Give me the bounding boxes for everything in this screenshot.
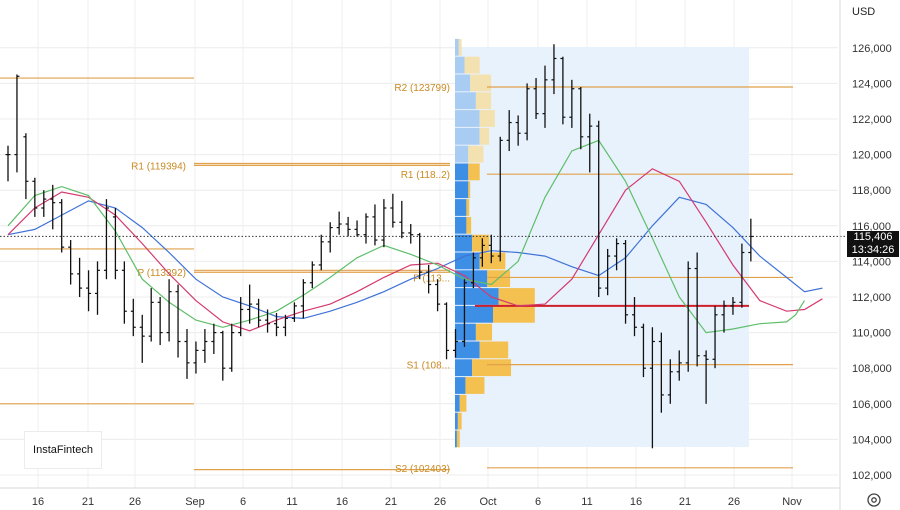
level-label: S2 (102403)	[395, 464, 450, 475]
volume-bar-sell	[498, 288, 535, 305]
x-tick-label: 26	[129, 496, 141, 508]
volume-bar-buy	[455, 234, 473, 252]
volume-bar-buy	[455, 288, 499, 305]
volume-bar-sell	[479, 127, 490, 145]
volume-bar-buy	[455, 305, 493, 323]
volume-bar-sell	[493, 305, 535, 323]
volume-bar-buy	[455, 412, 458, 430]
brand-logo: InstaFintech	[24, 431, 102, 469]
y-tick-label: 122,000	[852, 114, 892, 126]
volume-bar-buy	[455, 127, 480, 145]
x-tick-label: 21	[385, 496, 397, 508]
volume-bar-buy	[455, 199, 467, 216]
volume-bar-sell	[457, 412, 462, 430]
x-tick-label: 11	[581, 496, 592, 508]
y-tick-label: 112,000	[852, 292, 891, 304]
y-tick-label: 126,000	[852, 43, 892, 55]
y-tick-label: 102,000	[852, 470, 892, 482]
volume-bar-sell	[459, 394, 467, 412]
volume-bar-sell	[468, 181, 471, 199]
level-label: R2 (123799)	[394, 83, 450, 94]
x-tick-label: 6	[240, 496, 246, 508]
y-tick-label: 108,000	[852, 363, 892, 375]
y-tick-label: 106,000	[852, 399, 892, 411]
bar-countdown: 13:34:26	[851, 244, 895, 256]
moving-averages	[7, 139, 823, 334]
moving-average-blue	[7, 196, 823, 320]
current-price-badge: 115,406 13:34:26	[847, 231, 899, 257]
profile-background	[455, 47, 749, 447]
volume-bar-sell	[456, 430, 460, 448]
volume-bar-buy	[455, 110, 480, 127]
volume-bar-buy	[455, 216, 467, 234]
level-label: P (113392)	[137, 268, 186, 279]
volume-bar-sell	[479, 110, 495, 127]
y-tick-label: 124,000	[852, 78, 892, 90]
volume-bar-sell	[472, 359, 512, 377]
volume-bar-buy	[455, 38, 459, 56]
volume-profile	[455, 38, 535, 448]
volume-bar-sell	[468, 145, 484, 163]
volume-bar-sell	[479, 341, 509, 359]
volume-bar-buy	[455, 145, 469, 163]
x-tick-label: 6	[535, 496, 541, 508]
gear-icon[interactable]	[866, 492, 882, 508]
y-tick-label: 110,000	[852, 328, 891, 340]
volume-profile-region	[455, 47, 749, 447]
volume-bar-buy	[455, 430, 457, 448]
volume-bar-buy	[455, 74, 471, 92]
x-tick-label: 21	[82, 496, 94, 508]
volume-bar-buy	[455, 181, 469, 199]
volume-bar-buy	[455, 56, 465, 74]
volume-bar-sell	[458, 38, 462, 56]
volume-bar-sell	[475, 92, 492, 110]
volume-bar-sell	[466, 216, 472, 234]
level-label: R1 (119394)	[131, 161, 186, 172]
volume-bar-sell	[468, 163, 480, 181]
currency-label[interactable]: USD	[852, 6, 876, 18]
volume-bar-sell	[479, 252, 506, 270]
volume-bar-buy	[455, 92, 476, 110]
x-tick-label: 16	[32, 496, 44, 508]
volume-bar-buy	[455, 377, 466, 394]
volume-bar-sell	[470, 74, 492, 92]
volume-bar-buy	[455, 270, 488, 288]
y-tick-label: 116,000	[852, 221, 891, 233]
volume-bar-buy	[455, 341, 480, 359]
x-tick-label: 21	[679, 496, 691, 508]
volume-bar-buy	[455, 163, 469, 181]
y-tick-label: 120,000	[852, 150, 892, 162]
x-tick-label: 26	[728, 496, 740, 508]
x-tick-label: Sep	[185, 496, 205, 508]
x-tick-label: 26	[434, 496, 446, 508]
volume-bar-buy	[455, 323, 476, 341]
pivot-levels: R2 (123799) R1 (118..2) P (113... S1 (108..…	[0, 77, 793, 475]
current-price-value: 115,406	[853, 231, 893, 243]
level-label: S1 (108...	[407, 361, 450, 372]
x-tick-label: 16	[336, 496, 348, 508]
x-tick-label: Oct	[479, 496, 496, 508]
volume-bar-sell	[475, 323, 493, 341]
y-tick-label: 114,000	[852, 256, 891, 268]
volume-bar-sell	[472, 234, 490, 252]
y-tick-label: 104,000	[852, 434, 892, 446]
y-tick-label: 118,000	[852, 185, 891, 197]
volume-bar-sell	[464, 56, 480, 74]
x-tick-label: Nov	[782, 496, 802, 508]
volume-bar-sell	[466, 199, 470, 216]
x-tick-label: 16	[630, 496, 642, 508]
level-label: P (113...	[413, 273, 450, 284]
moving-average-green	[7, 139, 806, 334]
volume-bar-buy	[455, 394, 460, 412]
x-tick-label: 11	[286, 496, 297, 508]
price-bars	[5, 44, 754, 449]
level-label: R1 (118..2)	[401, 170, 450, 181]
volume-bar-buy	[455, 359, 473, 377]
moving-average-red	[7, 168, 823, 332]
volume-bar-sell	[465, 377, 485, 394]
